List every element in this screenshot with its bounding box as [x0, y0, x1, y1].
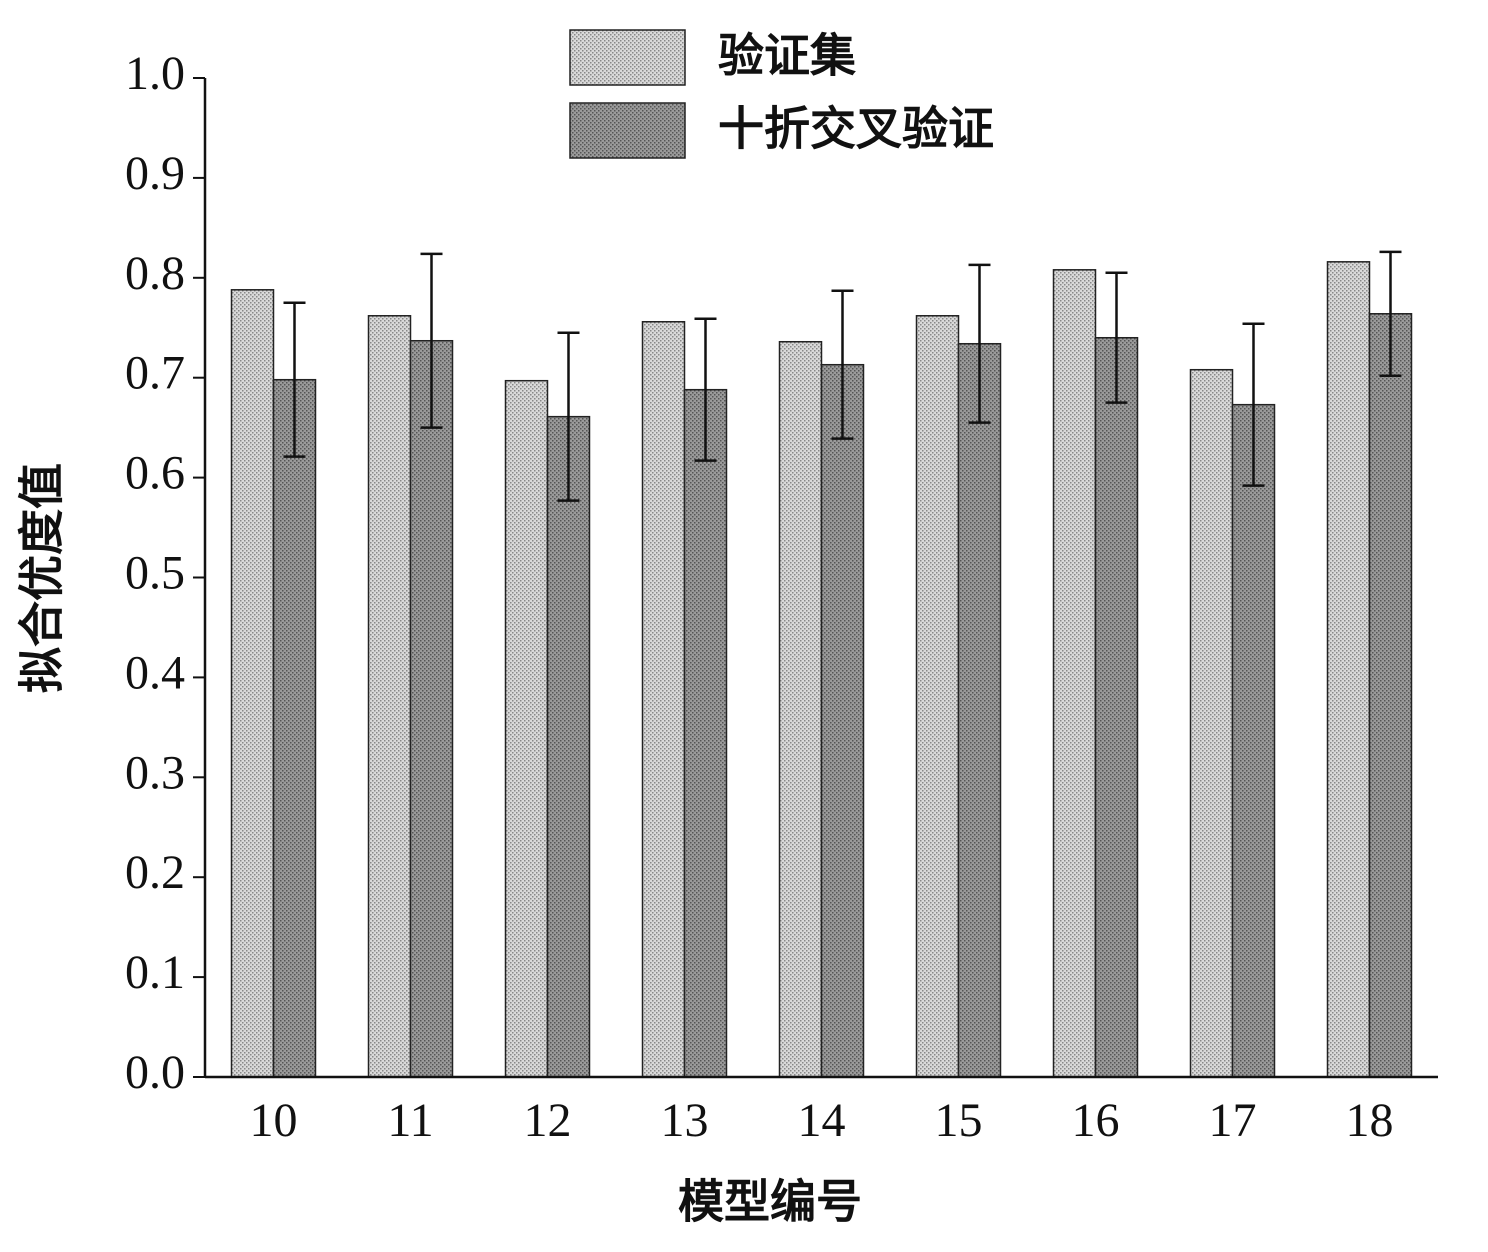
bar: [230, 289, 275, 1078]
bar: [1094, 336, 1139, 1078]
bar: [1189, 368, 1234, 1078]
bar: [1052, 269, 1097, 1078]
y-tick-label: 0.5: [125, 547, 185, 600]
legend-label: 十折交叉验证: [718, 102, 994, 156]
bar: [778, 340, 823, 1078]
y-tick-label: 0.7: [125, 347, 185, 400]
error-bar: [557, 331, 580, 502]
error-bar: [420, 252, 443, 429]
legend-swatch: [569, 29, 686, 86]
x-tick-label: 10: [250, 1094, 298, 1147]
error-bar: [1105, 271, 1128, 404]
y-tick-label: 0.0: [125, 1046, 185, 1099]
y-tick-label: 0.4: [125, 646, 185, 699]
error-bar: [968, 263, 991, 424]
x-tick-label: 18: [1346, 1094, 1394, 1147]
bar: [367, 315, 412, 1078]
x-axis-label: 模型编号: [678, 1175, 862, 1229]
bar: [915, 315, 960, 1078]
x-tick-label: 15: [935, 1094, 983, 1147]
y-axis-label: 拟合优度值: [15, 463, 69, 693]
y-tick-label: 0.9: [125, 147, 185, 200]
x-tick-label: 14: [798, 1094, 846, 1147]
bar: [683, 388, 728, 1078]
error-bar: [1379, 250, 1402, 377]
x-tick-label: 11: [387, 1094, 433, 1147]
x-tick-label: 16: [1072, 1094, 1120, 1147]
y-tick-label: 0.1: [125, 946, 185, 999]
y-tick-label: 0.3: [125, 746, 185, 799]
x-tick-label: 12: [524, 1094, 572, 1147]
x-tick-label: 13: [661, 1094, 709, 1147]
bar: [272, 378, 317, 1078]
x-tick-label: 17: [1209, 1094, 1257, 1147]
bar: [1231, 403, 1276, 1078]
y-tick-label: 0.2: [125, 846, 185, 899]
error-bar: [831, 289, 854, 440]
y-tick-label: 0.8: [125, 247, 185, 300]
legend-swatch: [569, 102, 686, 159]
bar: [641, 321, 686, 1078]
bar: [409, 339, 454, 1078]
bar: [820, 363, 865, 1078]
y-tick-label: 0.6: [125, 447, 185, 500]
bar: [546, 415, 591, 1078]
error-bar: [1242, 322, 1265, 487]
y-tick-label: 1.0: [125, 47, 185, 100]
legend-label: 验证集: [718, 29, 856, 83]
error-bar: [694, 317, 717, 462]
bar: [1326, 261, 1371, 1078]
bar: [1368, 313, 1413, 1078]
bar: [504, 379, 549, 1078]
bar: [957, 342, 1002, 1078]
error-bar: [283, 301, 306, 458]
